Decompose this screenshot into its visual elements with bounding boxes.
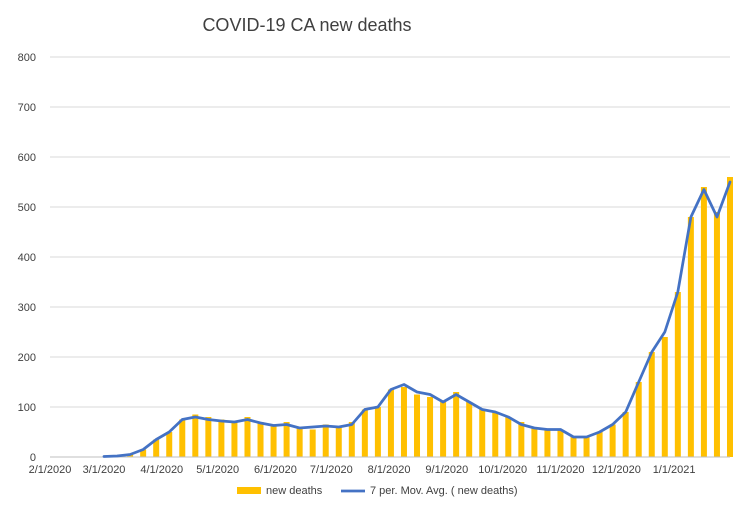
bar-new-deaths [322,424,329,457]
bar-new-deaths [231,422,238,457]
y-tick-label: 500 [18,202,36,214]
moving-average-line [102,180,732,458]
bar-new-deaths [270,424,277,457]
bar-new-deaths [140,449,147,457]
y-tick-label: 300 [18,302,36,314]
bar-new-deaths [674,292,681,457]
bar-new-deaths [609,424,616,457]
x-tick-label: 12/1/2020 [592,464,641,476]
legend-label-new-deaths: new deaths [266,485,323,497]
bar-new-deaths [283,422,290,457]
y-tick-label: 400 [18,252,36,264]
x-tick-label: 11/1/2020 [536,464,584,476]
y-tick-label: 100 [18,402,36,414]
bar-new-deaths [374,407,381,457]
y-tick-label: 0 [30,452,36,464]
x-tick-label: 2/1/2020 [29,464,72,476]
x-axis-tick-labels: 2/1/2020 3/1/2020 4/1/2020 5/1/2020 6/1/2020… [29,464,696,476]
bar-new-deaths [400,387,407,457]
bar-new-deaths [348,422,355,457]
bar-new-deaths [700,187,707,457]
bar-new-deaths [544,429,551,457]
bar-new-deaths [427,397,434,457]
y-tick-label: 200 [18,352,36,364]
y-tick-label: 600 [18,152,36,164]
bar-new-deaths [414,394,421,457]
legend-swatch-new-deaths [237,487,261,494]
x-tick-label: 7/1/2020 [310,464,353,476]
bar-new-deaths [570,437,577,457]
bar-new-deaths [361,409,368,457]
x-tick-label: 1/1/2021 [653,464,696,476]
bar-new-deaths [192,414,199,457]
bar-new-deaths [557,429,564,457]
x-tick-label: 6/1/2020 [254,464,297,476]
bar-series-new-deaths [101,177,733,457]
bar-new-deaths [440,402,447,457]
bar-new-deaths [635,382,642,457]
gridlines [50,56,730,408]
y-axis-tick-labels: 0 100 200 300 400 500 600 700 800 [18,52,36,464]
bar-new-deaths [596,432,603,457]
y-tick-label: 800 [18,52,36,64]
bar-new-deaths [518,422,525,457]
bar-new-deaths [622,412,629,457]
bar-new-deaths [505,417,512,457]
chart-title: COVID-19 CA new deaths [202,15,411,35]
x-tick-label: 8/1/2020 [368,464,411,476]
bar-new-deaths [335,427,342,457]
bar-new-deaths [479,409,486,457]
bar-new-deaths [687,217,694,457]
bar-new-deaths [648,352,655,457]
bar-new-deaths [153,439,160,457]
bar-new-deaths [387,389,394,457]
bar-new-deaths [257,422,264,457]
legend: new deaths 7 per. Mov. Avg. ( new deaths… [237,485,518,497]
bar-new-deaths [309,429,316,457]
bar-new-deaths [296,427,303,457]
x-tick-label: 5/1/2020 [196,464,239,476]
bar-new-deaths [492,412,499,457]
bar-new-deaths [218,419,225,457]
bar-new-deaths [166,432,173,457]
bar-new-deaths [713,212,720,457]
bar-new-deaths [466,402,473,457]
bar-new-deaths [727,177,733,457]
legend-label-moving-average: 7 per. Mov. Avg. ( new deaths) [370,485,518,497]
x-tick-label: 3/1/2020 [83,464,126,476]
bar-new-deaths [661,337,668,457]
bar-new-deaths [583,437,590,457]
bar-new-deaths [244,417,251,457]
x-tick-label: 10/1/2020 [478,464,527,476]
y-tick-label: 700 [18,102,36,114]
bar-new-deaths [205,417,212,457]
x-tick-label: 4/1/2020 [140,464,183,476]
bar-new-deaths [531,427,538,457]
x-tick-label: 9/1/2020 [425,464,468,476]
bar-new-deaths [179,419,186,457]
bar-new-deaths [453,392,460,457]
